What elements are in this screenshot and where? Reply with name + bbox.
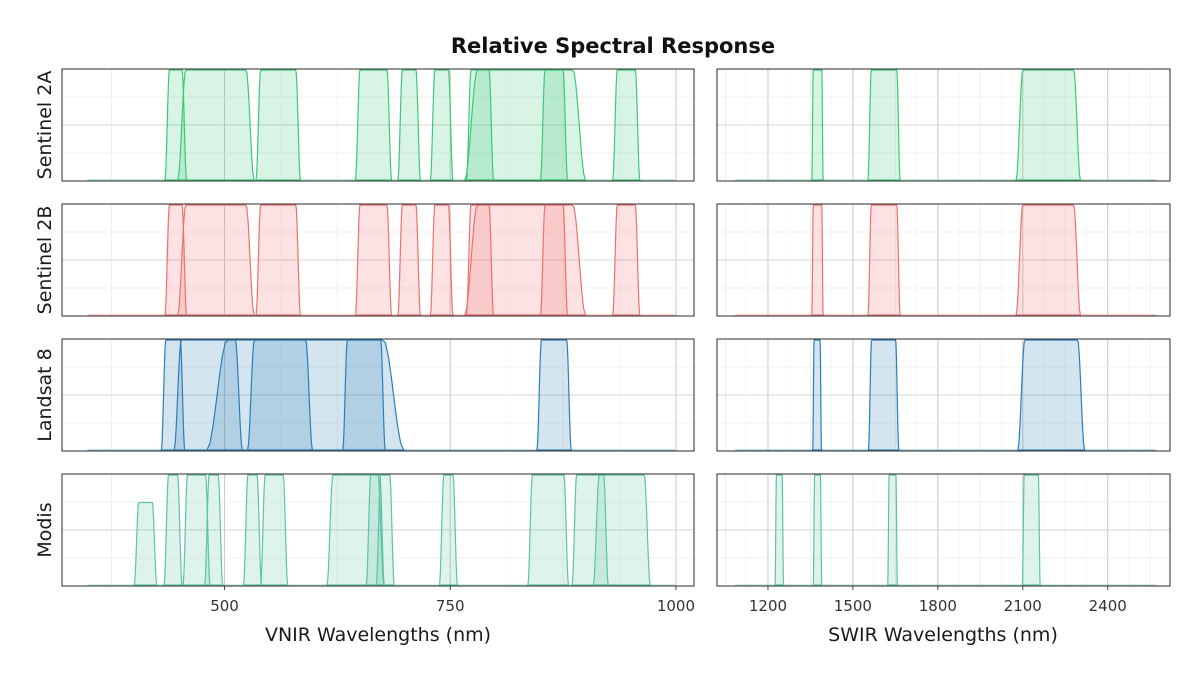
- x-tick-label-vnir: 750: [436, 597, 465, 615]
- band-series: [160, 339, 572, 451]
- band-series: [811, 204, 1082, 316]
- panel-landsat-8-swir: [716, 338, 1171, 452]
- x-tick-label-swir: 1800: [919, 597, 957, 615]
- grid: [717, 339, 1170, 451]
- band-modis-vnir-4: [242, 474, 263, 586]
- band-modis-vnir-1: [163, 474, 183, 586]
- panel-sentinel-2b-swir: [716, 203, 1171, 317]
- panel-frame: [716, 338, 1171, 452]
- band-modis-vnir-2: [182, 474, 211, 586]
- band-sentinel-2a-vnir-2: [255, 69, 302, 181]
- band-sentinel-2a-vnir-5: [429, 69, 454, 181]
- panel-frame: [61, 473, 695, 587]
- band-sentinel-2b-vnir-7: [464, 204, 587, 316]
- band-sentinel-2a-swir-11: [867, 69, 901, 181]
- band-sentinel-2b-vnir-4: [397, 204, 422, 316]
- band-modis-swir-13: [774, 474, 785, 586]
- band-sentinel-2a-swir-10: [811, 69, 824, 181]
- band-landsat-8-vnir-3: [246, 339, 314, 451]
- band-sentinel-2b-vnir-8: [539, 204, 569, 316]
- band-sentinel-2b-vnir-5: [429, 204, 454, 316]
- band-landsat-8-vnir-5: [536, 339, 572, 451]
- band-sentinel-2b-vnir-1: [177, 204, 255, 316]
- band-modis-vnir-10: [527, 474, 570, 586]
- row-label-landsat-8: Landsat 8: [34, 348, 56, 441]
- band-series: [164, 69, 641, 181]
- band-modis-swir-15: [887, 474, 898, 586]
- grid: [717, 204, 1170, 316]
- band-series: [774, 474, 1041, 586]
- band-sentinel-2b-swir-11: [867, 204, 901, 316]
- band-landsat-8-vnir-4: [342, 339, 386, 451]
- row-label-sentinel-2b: Sentinel 2B: [34, 206, 56, 315]
- panel-landsat-8-vnir: [61, 338, 695, 452]
- band-modis-vnir-9: [438, 474, 459, 586]
- x-tick-label-swir: 2400: [1089, 597, 1127, 615]
- band-modis-vnir-8: [375, 474, 396, 586]
- panel-modis-swir: 1200 1500 1800 2100 2400: [716, 473, 1171, 615]
- band-sentinel-2a-vnir-1: [177, 69, 255, 181]
- panel-sentinel-2b-vnir: [61, 203, 695, 317]
- band-modis-swir-14: [812, 474, 823, 586]
- band-modis-vnir-3: [203, 474, 224, 586]
- band-sentinel-2a-vnir-3: [354, 69, 393, 181]
- band-landsat-8-swir-8: [1017, 339, 1086, 451]
- panel-sentinel-2a-vnir: [61, 68, 695, 182]
- band-sentinel-2a-vnir-8: [539, 69, 569, 181]
- chart-title: Relative Spectral Response: [451, 34, 775, 58]
- x-tick-label-swir: 2100: [1004, 597, 1042, 615]
- grid: [717, 69, 1170, 181]
- band-series: [133, 474, 651, 586]
- band-landsat-8-swir-7: [867, 339, 900, 451]
- band-modis-swir-16: [1021, 474, 1041, 586]
- x-tick-label-swir: 1500: [834, 597, 872, 615]
- swir-axis-label: SWIR Wavelengths (nm): [828, 624, 1058, 646]
- band-sentinel-2a-vnir-4: [397, 69, 422, 181]
- panel-modis-vnir: 500 750 1000: [61, 473, 695, 615]
- panel-frame: [61, 338, 695, 452]
- vnir-axis-label: VNIR Wavelengths (nm): [265, 624, 491, 646]
- band-series: [812, 339, 1086, 451]
- band-sentinel-2a-vnir-9: [612, 69, 641, 181]
- panel-frame: [61, 203, 695, 317]
- band-sentinel-2b-swir-12: [1015, 204, 1082, 316]
- band-sentinel-2b-vnir-3: [354, 204, 393, 316]
- band-sentinel-2b-vnir-2: [255, 204, 302, 316]
- band-sentinel-2b-swir-10: [811, 204, 824, 316]
- x-tick-label-vnir: 500: [210, 597, 239, 615]
- grid: [717, 474, 1170, 586]
- panel-frame: [716, 473, 1171, 587]
- panel-frame: [716, 68, 1171, 182]
- row-label-modis: Modis: [34, 502, 56, 557]
- band-sentinel-2b-vnir-9: [612, 204, 641, 316]
- x-tick-label-swir: 1200: [749, 597, 787, 615]
- band-series: [164, 204, 641, 316]
- x-tick-label-vnir: 1000: [657, 597, 695, 615]
- panel-sentinel-2a-swir: [716, 68, 1171, 182]
- panel-frame: [716, 203, 1171, 317]
- band-sentinel-2a-vnir-7: [464, 69, 587, 181]
- band-modis-vnir-12: [592, 474, 651, 586]
- band-landsat-8-swir-6: [812, 339, 823, 451]
- band-modis-vnir-0: [133, 501, 158, 586]
- band-sentinel-2a-swir-12: [1015, 69, 1082, 181]
- band-modis-vnir-5: [259, 474, 289, 586]
- panel-grid: Sentinel 2A Sentinel 2B Landsat 8 Modis 500 7…: [34, 68, 1171, 615]
- panel-frame: [61, 68, 695, 182]
- band-series: [811, 69, 1082, 181]
- row-label-sentinel-2a: Sentinel 2A: [34, 71, 56, 180]
